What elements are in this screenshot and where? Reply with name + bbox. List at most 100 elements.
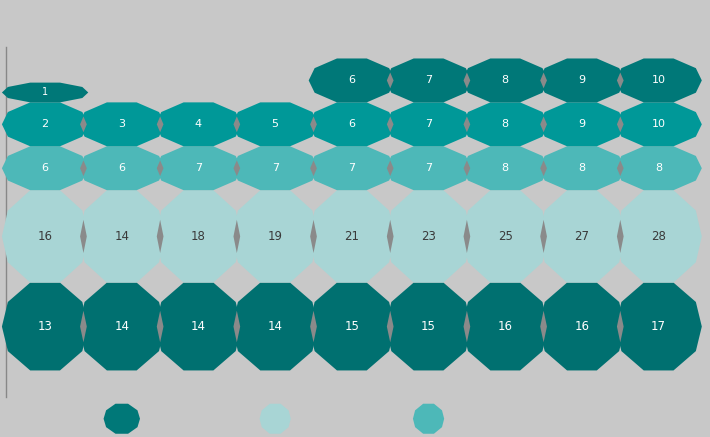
Polygon shape [80, 160, 87, 176]
Polygon shape [462, 190, 548, 283]
Polygon shape [155, 146, 241, 190]
Polygon shape [155, 190, 241, 283]
Text: 4: 4 [195, 119, 202, 129]
Text: 6: 6 [349, 76, 356, 85]
Text: 6: 6 [42, 163, 48, 173]
Text: 23: 23 [421, 230, 436, 243]
Text: 16: 16 [498, 320, 513, 333]
Polygon shape [234, 311, 240, 342]
Text: 14: 14 [114, 320, 129, 333]
Polygon shape [2, 102, 88, 146]
Polygon shape [79, 283, 165, 371]
Text: 8: 8 [655, 163, 662, 173]
Polygon shape [2, 146, 88, 190]
Polygon shape [234, 116, 240, 132]
Polygon shape [309, 59, 395, 102]
Polygon shape [387, 220, 393, 253]
Text: 7: 7 [195, 163, 202, 173]
Polygon shape [310, 160, 317, 176]
Polygon shape [464, 220, 470, 253]
Text: 10: 10 [652, 76, 666, 85]
Text: 14: 14 [114, 230, 129, 243]
Polygon shape [2, 283, 88, 371]
Text: 27: 27 [574, 230, 589, 243]
Polygon shape [464, 160, 470, 176]
Text: 25: 25 [498, 230, 513, 243]
Polygon shape [260, 404, 291, 434]
Polygon shape [104, 404, 140, 434]
Polygon shape [232, 283, 318, 371]
Polygon shape [616, 283, 701, 371]
Polygon shape [616, 102, 701, 146]
Polygon shape [234, 160, 240, 176]
Polygon shape [157, 116, 163, 132]
Polygon shape [386, 102, 471, 146]
Text: 5: 5 [272, 119, 278, 129]
Text: 21: 21 [344, 230, 359, 243]
Text: 16: 16 [574, 320, 589, 333]
Text: 3: 3 [119, 119, 125, 129]
Polygon shape [155, 283, 241, 371]
Polygon shape [539, 283, 625, 371]
Text: 2: 2 [41, 119, 49, 129]
Polygon shape [309, 283, 395, 371]
Text: 7: 7 [349, 163, 356, 173]
Polygon shape [540, 160, 547, 176]
Polygon shape [616, 146, 701, 190]
Text: 13: 13 [38, 320, 53, 333]
Text: 7: 7 [425, 119, 432, 129]
Polygon shape [540, 73, 547, 88]
Text: 18: 18 [191, 230, 206, 243]
Polygon shape [616, 59, 701, 102]
Text: 8: 8 [502, 76, 509, 85]
Text: 10: 10 [652, 119, 666, 129]
Text: 7: 7 [425, 76, 432, 85]
Polygon shape [309, 190, 395, 283]
Polygon shape [540, 311, 547, 342]
Polygon shape [386, 283, 471, 371]
Polygon shape [539, 59, 625, 102]
Polygon shape [387, 160, 393, 176]
Polygon shape [386, 190, 471, 283]
Text: 7: 7 [272, 163, 279, 173]
Text: 7: 7 [425, 163, 432, 173]
Polygon shape [540, 116, 547, 132]
Text: 28: 28 [651, 230, 666, 243]
Polygon shape [387, 73, 393, 88]
Polygon shape [617, 311, 623, 342]
Text: 8: 8 [502, 163, 509, 173]
Polygon shape [80, 220, 87, 253]
Text: 16: 16 [38, 230, 53, 243]
Polygon shape [462, 102, 548, 146]
Polygon shape [310, 311, 317, 342]
Text: 8: 8 [579, 163, 586, 173]
Polygon shape [310, 116, 317, 132]
Polygon shape [617, 160, 623, 176]
Polygon shape [464, 73, 470, 88]
Polygon shape [616, 190, 701, 283]
Polygon shape [413, 404, 444, 434]
Text: 9: 9 [579, 119, 586, 129]
Polygon shape [157, 220, 163, 253]
Polygon shape [464, 116, 470, 132]
Polygon shape [617, 73, 623, 88]
Polygon shape [462, 59, 548, 102]
Polygon shape [2, 83, 88, 102]
Polygon shape [157, 311, 163, 342]
Text: 8: 8 [502, 119, 509, 129]
Polygon shape [386, 59, 471, 102]
Polygon shape [462, 146, 548, 190]
Polygon shape [2, 190, 88, 283]
Polygon shape [155, 102, 241, 146]
Text: 9: 9 [579, 76, 586, 85]
Polygon shape [386, 146, 471, 190]
Text: 15: 15 [421, 320, 436, 333]
Polygon shape [157, 160, 163, 176]
Polygon shape [539, 190, 625, 283]
Polygon shape [540, 220, 547, 253]
Polygon shape [310, 220, 317, 253]
Polygon shape [539, 102, 625, 146]
Text: 19: 19 [268, 230, 283, 243]
Text: 15: 15 [344, 320, 359, 333]
Text: 17: 17 [651, 320, 666, 333]
